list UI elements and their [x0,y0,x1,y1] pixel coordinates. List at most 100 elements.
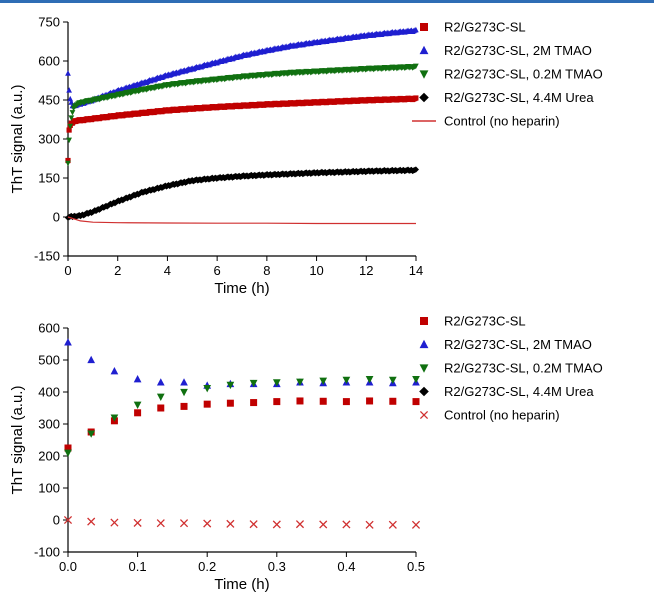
bottom-data-point [319,397,327,405]
bottom-data-point [272,379,281,387]
top-data-point [413,95,419,101]
chart-bottom: 0.0 0.1 0.2 0.3 0.4 0.5 -100 0 100 200 300 400 500 60… [9,314,603,594]
bottom-data-point [110,518,119,527]
top-data-point [66,137,72,144]
bottom-data-point [63,515,73,525]
bottom-data-point [64,444,72,452]
chart-top: 0 2 4 6 8 10 12 14 -150 0 150 300 450 600 750 Time (h) T… [9,15,603,298]
bottom-data-point [87,517,96,526]
bottom-legend-square-icon [420,317,428,325]
bottom-legend-item: R2/G273C-SL, 4.4M Urea [419,384,594,399]
bottom-data-point [87,355,96,364]
top-x-tick-label: 4 [164,263,171,278]
top-legend-item: R2/G273C-SL, 0.2M TMAO [419,67,603,82]
bottom-data-point [180,388,188,397]
bottom-data-point [156,393,165,401]
bottom-x-tick-label: 0.2 [198,559,216,574]
bottom-legend-label: R2/G273C-SL, 4.4M Urea [444,384,594,399]
top-data-point [67,123,74,130]
bottom-data-point [296,397,304,405]
bottom-data-point [203,400,211,408]
top-legend-triangle-up-icon [419,45,429,55]
top-y-tick-label: 150 [38,171,60,186]
top-series-3 [64,166,419,221]
bottom-data-point [64,449,72,457]
top-x-tick-label: 12 [359,263,373,278]
bottom-data-point [110,414,119,422]
top-x-tick-label: 14 [409,263,423,278]
bottom-data-point [295,520,305,529]
bottom-legend-label: R2/G273C-SL, 2M TMAO [444,337,592,352]
top-data-point [68,115,75,121]
top-legend-item: R2/G273C-SL, 4.4M Urea [419,90,594,105]
top-legend-item: R2/G273C-SL, 2M TMAO [419,43,592,58]
top-y-tick-label: 600 [38,54,60,69]
bottom-data-point [319,520,328,529]
top-x-tick-label: 2 [114,263,121,278]
bottom-series-1 [64,338,420,389]
top-y-tick-label: 300 [38,132,60,147]
bottom-legend-label: R2/G273C-SL [444,314,526,329]
bottom-data-point [296,378,304,386]
bottom-data-point [412,398,420,406]
bottom-data-point [250,399,258,407]
top-x-tick-label: 10 [309,263,323,278]
bottom-y-tick-label: 500 [38,353,60,368]
bottom-series-0 [64,397,420,452]
top-data-point [412,166,419,173]
bottom-y-tick-label: 400 [38,385,60,400]
bottom-data-point [157,404,165,412]
top-y-tick-label: 450 [38,93,60,108]
bottom-y-tick-label: 0 [53,513,60,528]
bottom-legend-item: Control (no heparin) [419,408,560,423]
bottom-data-point [342,398,350,406]
bottom-data-point [226,399,234,407]
bottom-data-point [110,367,119,375]
bottom-data-point [388,520,397,529]
bottom-legend-item: R2/G273C-SL, 0.2M TMAO [419,361,603,376]
top-data-point [69,110,76,116]
top-data-point [65,70,71,76]
bottom-data-point [226,381,235,390]
top-data-point [66,127,72,133]
bottom-data-point [249,379,258,388]
bottom-y-tick-label: 600 [38,321,60,336]
top-series-0 [65,95,419,164]
bottom-data-point [389,397,397,405]
bottom-data-point [272,520,281,529]
bottom-data-point [180,402,188,410]
bottom-data-point [342,376,351,385]
bottom-legend-x-icon [419,410,429,420]
top-legend-diamond-icon [419,92,429,103]
bottom-data-point [133,401,142,409]
top-data-point [413,26,419,33]
top-legend-label: R2/G273C-SL, 2M TMAO [444,43,592,58]
bottom-x-tick-label: 0.4 [337,559,355,574]
top-legend-triangle-down-icon [419,70,429,79]
bottom-data-point [273,398,281,406]
bottom-series-2 [64,376,420,457]
bottom-legend-triangle-up-icon [419,339,429,349]
bottom-legend-label: Control (no heparin) [444,408,560,423]
top-y-axis-label: ThT signal (a.u.) [9,85,26,194]
bottom-y-tick-label: 200 [38,449,60,464]
bottom-data-point [64,338,72,346]
bottom-data-point [365,520,374,529]
bottom-data-point [319,377,328,385]
top-legend-label: R2/G273C-SL [444,20,526,35]
bottom-x-tick-label: 0.3 [268,559,286,574]
bottom-y-axis-label: ThT signal (a.u.) [9,386,26,495]
bottom-legend-triangle-down-icon [419,364,429,373]
top-data-point [413,63,419,70]
bottom-x-tick-label: 0.0 [59,559,77,574]
top-legend-item: R2/G273C-SL [420,20,526,35]
top-x-axis-label: Time (h) [214,280,269,297]
bottom-data-point [365,376,374,384]
top-legend-label: Control (no heparin) [444,114,560,129]
bottom-data-point [388,376,397,385]
bottom-data-point [156,519,165,528]
bottom-legend-diamond-icon [419,386,429,397]
bottom-x-axis-label: Time (h) [214,576,269,593]
top-x-tick-label: 8 [263,263,270,278]
top-legend-square-icon [420,23,428,31]
